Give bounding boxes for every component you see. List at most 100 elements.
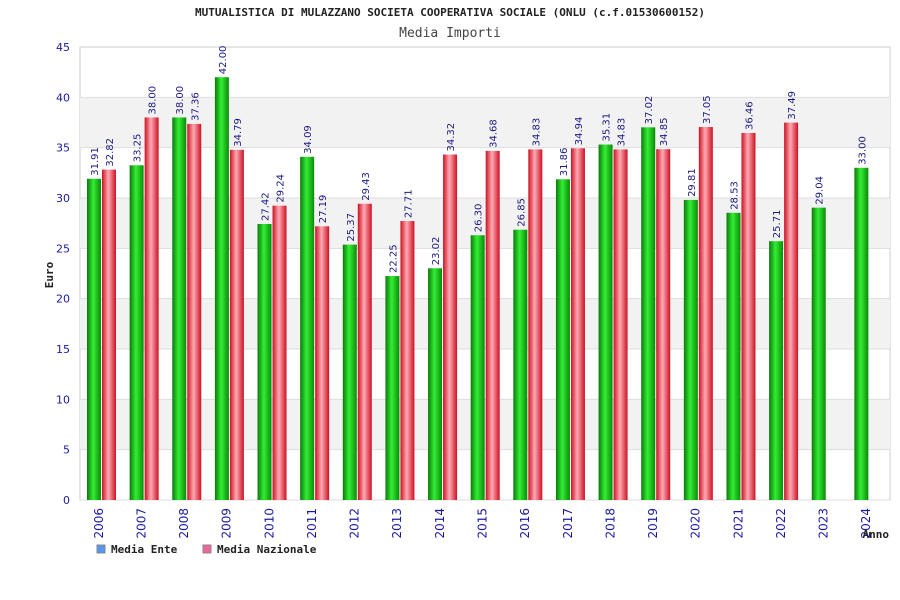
value-label: 28.53: [729, 181, 740, 210]
bar-media-nazionale: [144, 117, 159, 500]
grid-band: [80, 198, 890, 249]
bar-media-ente: [769, 241, 784, 500]
bar-media-ente: [555, 179, 570, 500]
value-label: 31.91: [90, 147, 101, 176]
x-tick-label: 2018: [603, 508, 617, 539]
bar-media-nazionale: [400, 221, 415, 500]
bar-media-ente: [854, 167, 869, 501]
value-label: 34.85: [659, 118, 670, 147]
y-tick-label: 35: [56, 142, 70, 155]
x-tick-label: 2011: [305, 508, 319, 539]
bar-media-nazionale: [613, 149, 628, 501]
value-label: 29.81: [687, 168, 698, 197]
value-label: 25.37: [346, 213, 357, 242]
grid-band: [80, 399, 890, 450]
value-label: 26.30: [474, 204, 485, 233]
x-tick-label: 2017: [561, 508, 575, 539]
value-label: 27.19: [318, 195, 329, 224]
y-axis-label: Euro: [43, 261, 56, 288]
value-label: 26.85: [516, 198, 527, 227]
bar-media-ente: [513, 229, 528, 500]
value-label: 25.71: [772, 210, 783, 239]
bar-media-ente: [129, 165, 144, 501]
x-tick-label: 2023: [817, 508, 831, 539]
y-tick-label: 15: [56, 343, 70, 356]
value-label: 38.00: [148, 86, 159, 115]
bar-media-ente: [470, 235, 485, 500]
bar-media-ente: [683, 199, 698, 501]
bar-media-ente: [300, 156, 315, 500]
y-tick-label: 0: [63, 494, 70, 507]
bar-media-nazionale: [528, 149, 543, 501]
value-label: 34.32: [446, 123, 457, 152]
value-label: 34.09: [303, 125, 314, 154]
x-tick-label: 2014: [433, 508, 447, 539]
x-tick-label: 2022: [774, 508, 788, 539]
bar-media-ente: [342, 244, 357, 500]
grid-band: [80, 97, 890, 148]
value-label: 38.00: [175, 86, 186, 115]
bar-media-nazionale: [102, 169, 116, 500]
bar-media-ente: [811, 207, 826, 500]
bar-media-nazionale: [485, 150, 500, 500]
value-label: 37.49: [787, 91, 798, 120]
chart-subtitle: Media Importi: [399, 26, 501, 41]
bar-media-ente: [257, 223, 272, 501]
value-label: 29.24: [276, 174, 287, 203]
chart-title: MUTUALISTICA DI MULAZZANO SOCIETA COOPER…: [195, 6, 705, 19]
bar-media-nazionale: [187, 123, 202, 500]
legend-swatch: [202, 544, 212, 554]
value-label: 34.79: [233, 118, 244, 147]
y-axis-ticks: 0 5 10 15 20 25 30 35 40 45: [56, 41, 70, 507]
value-label: 32.82: [105, 138, 116, 167]
x-tick-label: 2024: [859, 508, 873, 539]
value-label: 34.68: [489, 119, 500, 148]
x-tick-label: 2006: [92, 508, 106, 539]
plot-area: [79, 46, 891, 501]
y-tick-label: 40: [56, 91, 70, 104]
value-label: 42.00: [218, 46, 229, 75]
value-label: 33.00: [857, 136, 868, 165]
value-label: 27.71: [403, 189, 414, 218]
bar-media-nazionale: [315, 226, 330, 500]
y-tick-label: 10: [56, 393, 70, 406]
value-label: 22.25: [388, 244, 399, 273]
value-label: 29.43: [361, 172, 372, 201]
bar-media-ente: [87, 178, 101, 501]
value-label: 37.02: [644, 96, 655, 125]
bar-media-ente: [598, 144, 613, 500]
bar-media-nazionale: [272, 205, 287, 500]
value-label: 36.46: [744, 101, 755, 130]
legend-label: Media Nazionale: [217, 543, 317, 556]
x-tick-label: 2013: [390, 508, 404, 539]
value-label: 27.42: [261, 192, 272, 221]
bar-media-nazionale: [784, 122, 799, 500]
x-tick-label: 2020: [689, 508, 703, 539]
bar-media-ente: [172, 117, 187, 500]
x-tick-label: 2009: [220, 508, 234, 539]
y-tick-label: 45: [56, 41, 70, 54]
x-tick-label: 2015: [476, 508, 490, 539]
y-tick-label: 5: [63, 444, 70, 457]
bar-media-nazionale: [698, 127, 713, 500]
bar-media-ente: [428, 268, 443, 500]
y-tick-label: 25: [56, 242, 70, 255]
value-label: 37.36: [190, 92, 201, 121]
y-tick-label: 20: [56, 293, 70, 306]
value-label: 34.83: [617, 118, 628, 147]
value-label: 23.02: [431, 237, 442, 266]
x-tick-label: 2007: [134, 508, 148, 539]
x-axis-label: Anno: [863, 528, 890, 541]
bar-media-ente: [214, 77, 229, 500]
value-labels-group: 31.91 32.82 33.25 38.00 38.00 37.36 42.00 34.79…: [90, 46, 868, 273]
bar-media-ente: [726, 212, 741, 500]
legend-label: Media Ente: [111, 543, 178, 556]
x-tick-label: 2008: [177, 508, 191, 539]
x-tick-label: 2016: [518, 508, 532, 539]
bar-media-nazionale: [570, 148, 585, 500]
y-tick-label: 30: [56, 192, 70, 205]
grid-band: [80, 298, 890, 349]
bars-group: [87, 77, 869, 501]
value-label: 34.83: [531, 118, 542, 147]
